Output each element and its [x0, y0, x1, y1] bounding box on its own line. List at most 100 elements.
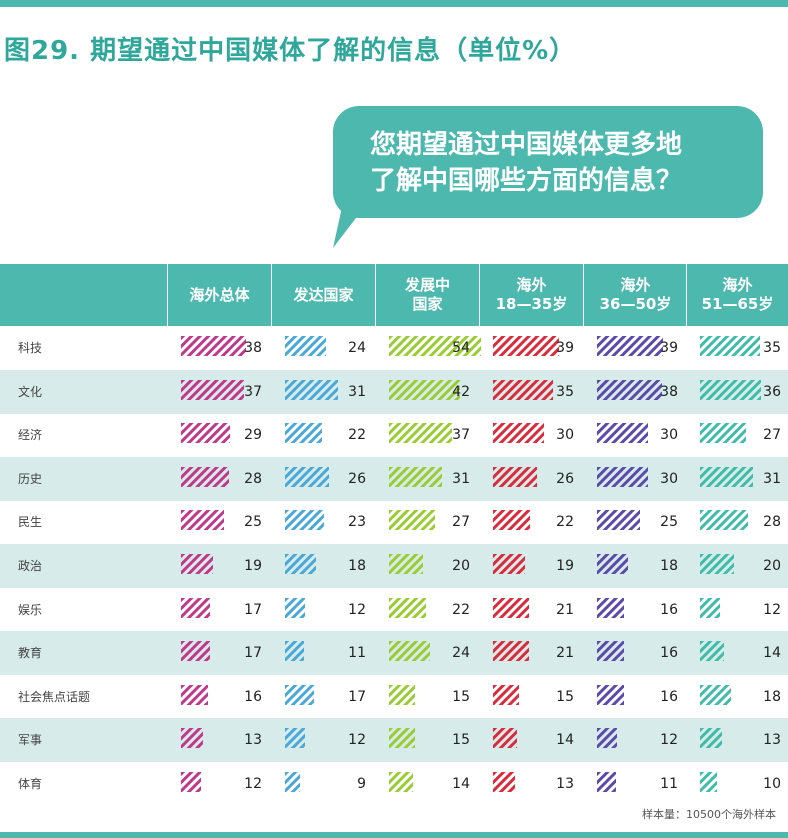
data-label: 12 [348, 601, 366, 618]
bar [181, 641, 210, 662]
data-label: 12 [244, 776, 262, 792]
bar [285, 597, 305, 618]
bar [285, 641, 304, 662]
data-label: 28 [244, 470, 262, 487]
data-label: 35 [556, 383, 574, 400]
category-label: 经济 [18, 428, 43, 443]
category-label: 军事 [18, 733, 43, 748]
data-label: 14 [556, 732, 574, 749]
column-header-line: 发展中 [404, 276, 450, 294]
bar [597, 510, 640, 531]
category-label: 教育 [18, 646, 43, 661]
column-header-line: 51—65岁 [701, 295, 774, 313]
bar [389, 684, 415, 705]
data-label: 23 [348, 514, 366, 531]
column-header-line: 国家 [412, 295, 443, 313]
bar [597, 466, 648, 487]
data-label: 17 [244, 601, 262, 618]
data-label: 16 [660, 645, 678, 662]
table-row: 体育 12 9 14 13 11 10 [0, 762, 788, 806]
table-row: 文化 37 31 42 35 38 36 [0, 369, 788, 414]
data-label: 21 [556, 645, 574, 662]
table-header: 海外总体 发达国家 发展中 国家 海外 18—35岁 海外 36—50岁 海外 51—65岁 [0, 264, 788, 326]
category-label: 娱乐 [18, 602, 43, 617]
data-label: 15 [452, 688, 470, 705]
column-header-4: 海外 18—35岁 [479, 264, 583, 326]
column-header-line: 海外 [722, 276, 753, 294]
bar [493, 379, 553, 400]
category-label: 社会焦点话题 [18, 689, 91, 704]
data-label: 42 [452, 383, 470, 400]
bar [181, 684, 208, 705]
data-label: 19 [556, 558, 574, 574]
data-label: 18 [660, 558, 678, 574]
data-label: 29 [244, 427, 262, 444]
bar [285, 554, 316, 574]
bar [597, 554, 628, 574]
bar [181, 510, 224, 531]
bar [493, 423, 544, 444]
data-label: 31 [452, 470, 470, 487]
data-label: 24 [452, 645, 470, 662]
bar [285, 466, 329, 487]
chart-title: 图29. 期望通过中国媒体了解的信息（单位%） [4, 36, 577, 66]
bar [389, 423, 452, 444]
data-label: 13 [244, 732, 262, 749]
data-label: 15 [452, 732, 470, 749]
bar [181, 466, 229, 487]
table-row: 政治 19 18 20 19 18 20 [0, 544, 788, 588]
bar [285, 379, 338, 400]
bar [493, 510, 530, 531]
bar [493, 466, 537, 487]
data-label: 13 [763, 732, 781, 749]
table-row: 教育 17 11 24 21 16 14 [0, 631, 788, 676]
data-label: 26 [556, 470, 574, 487]
data-label: 22 [556, 514, 574, 531]
data-label: 16 [244, 688, 262, 705]
data-label: 20 [763, 558, 781, 574]
data-label: 11 [660, 776, 678, 792]
table-row: 经济 29 22 37 30 30 27 [0, 413, 788, 457]
data-label: 22 [452, 601, 470, 618]
bar [700, 772, 717, 792]
data-label: 18 [348, 558, 366, 574]
data-label: 36 [763, 383, 781, 400]
bar [597, 728, 617, 749]
bar [493, 336, 559, 356]
sample-size-note: 样本量：10500个海外样本 [642, 808, 776, 821]
data-label: 17 [348, 688, 366, 705]
bar [389, 379, 460, 400]
bar [181, 379, 244, 400]
bar [285, 423, 322, 444]
category-label: 民生 [18, 515, 43, 530]
data-label: 27 [763, 427, 781, 444]
data-label: 13 [556, 776, 574, 792]
bar [389, 728, 415, 749]
bar [181, 423, 230, 444]
bar [181, 728, 203, 749]
question-line-1: 您期望通过中国媒体更多地 [370, 130, 683, 160]
data-label: 31 [348, 383, 366, 400]
column-header-5: 海外 36—50岁 [583, 264, 687, 326]
data-label: 12 [763, 601, 781, 618]
table-row: 民生 25 23 27 22 25 28 [0, 500, 788, 544]
bar [285, 510, 324, 531]
data-label: 9 [357, 776, 366, 792]
data-label: 37 [244, 383, 262, 400]
data-label: 39 [556, 340, 574, 356]
bar [389, 641, 430, 662]
top-accent-bar [0, 0, 788, 7]
bar [493, 554, 525, 574]
data-label: 12 [660, 732, 678, 749]
bar [700, 336, 760, 356]
data-label: 20 [452, 558, 470, 574]
bar [597, 597, 624, 618]
data-label: 30 [660, 470, 678, 487]
bar [181, 336, 246, 356]
data-label: 19 [244, 558, 262, 574]
data-label: 18 [763, 688, 781, 705]
category-label: 文化 [18, 384, 43, 399]
data-label: 11 [348, 645, 366, 662]
data-label: 28 [763, 514, 781, 531]
bar [700, 684, 731, 705]
